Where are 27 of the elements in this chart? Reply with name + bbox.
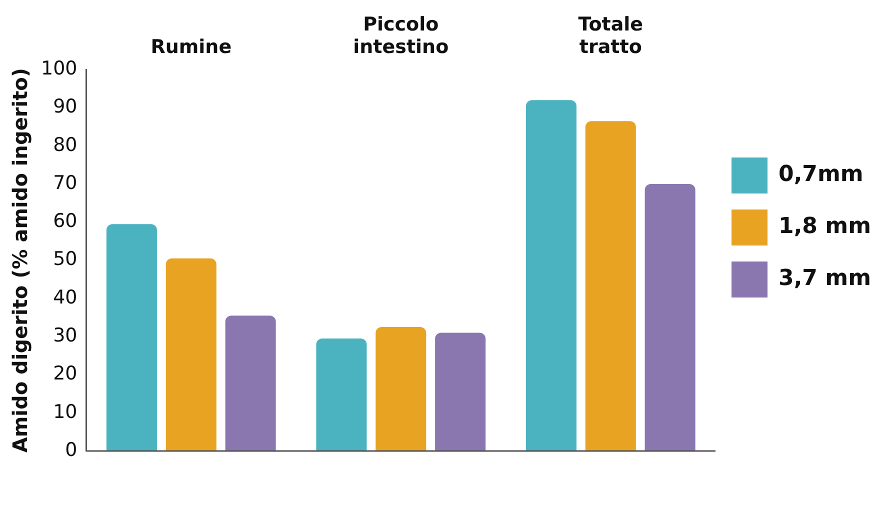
bar <box>644 184 696 451</box>
bar <box>376 327 426 451</box>
y-tick-label: 20 <box>53 362 78 385</box>
y-tick-label: 80 <box>53 134 78 156</box>
y-tick-label: 30 <box>53 324 78 347</box>
x-tick-label: Rumine <box>150 36 232 58</box>
bar <box>585 121 636 451</box>
y-tick-label: 50 <box>53 248 78 270</box>
bar <box>166 258 216 451</box>
bar <box>316 338 367 451</box>
y-tick-label: 40 <box>53 286 78 308</box>
bar <box>435 332 486 451</box>
x-tick-label: Piccolo intestino <box>353 13 449 58</box>
y-tick-label: 10 <box>53 400 78 423</box>
y-tick-label: 100 <box>41 58 78 80</box>
legend-label: 3,7 mm <box>778 266 872 292</box>
legend-label: 1,8 mm <box>778 214 872 240</box>
legend-label: 0,7mm <box>778 162 864 188</box>
y-tick-label: 70 <box>53 172 78 194</box>
bar <box>526 100 576 451</box>
y-tick-label: 90 <box>53 96 78 118</box>
bar <box>106 224 157 451</box>
y-tick-label: 60 <box>53 210 78 232</box>
y-axis-title: Amido digerito (% amido ingerito) <box>8 68 32 453</box>
y-tick-label: 0 <box>65 438 78 461</box>
bar <box>225 316 276 451</box>
x-tick-label: Totale tratto <box>578 13 644 58</box>
